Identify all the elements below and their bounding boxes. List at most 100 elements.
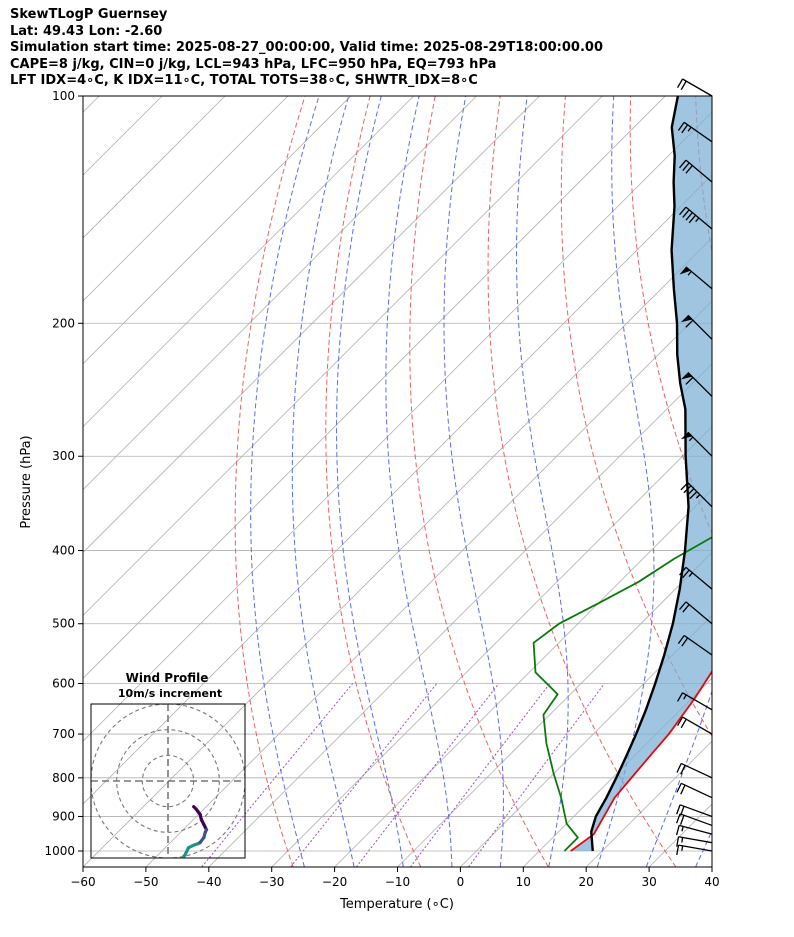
wind-barb — [676, 762, 713, 779]
isotherm-line — [83, 96, 352, 365]
wind-barb-half — [687, 126, 692, 132]
isotherm-line — [271, 426, 712, 867]
mixing-ratio-line — [201, 683, 354, 867]
x-tick-label: 30 — [641, 875, 656, 889]
axes-layer: −60 −50 −40 −30 −20 −10 0 10 20 30 40 1000 900 800 700… — [44, 89, 719, 889]
hodograph-frame — [90, 703, 246, 859]
y-tick-label: 400 — [52, 544, 75, 558]
isotherm-line — [83, 111, 712, 742]
hodograph-clip — [91, 704, 245, 876]
wind-barb-full — [675, 825, 680, 836]
wind-barb-full — [680, 784, 686, 795]
wind-barb — [680, 371, 713, 397]
moist-adiabat-line — [443, 96, 504, 867]
wind-barb-staff — [678, 836, 713, 844]
wind-barb-staff — [678, 824, 713, 835]
wind-barb-staff — [687, 371, 713, 397]
isotherm-line — [83, 174, 712, 805]
wind-barb — [676, 804, 713, 818]
wind-barb-half — [695, 217, 700, 223]
isotherm-line — [711, 866, 712, 867]
wind-barb-full — [681, 637, 689, 647]
dry-adiabat-line — [325, 96, 422, 867]
moist-adiabat-line — [385, 96, 453, 867]
wind-barb — [679, 206, 713, 230]
hodograph-trace-segment — [168, 873, 171, 876]
wind-barb-staff — [682, 716, 713, 735]
wind-barb-full — [682, 604, 690, 613]
hodograph-plot — [91, 704, 245, 876]
wind-barb-full — [685, 165, 693, 174]
x-tick-label: −30 — [259, 875, 284, 889]
moist-adiabat-line — [291, 96, 355, 867]
y-tick-label: 300 — [52, 449, 75, 463]
wind-barb — [676, 844, 713, 856]
wind-barb-full — [679, 566, 687, 576]
wind-barb-half — [681, 845, 684, 851]
wind-barb-half — [695, 494, 701, 499]
y-tick-label: 700 — [52, 727, 75, 741]
x-tick-label: −50 — [133, 875, 158, 889]
wind-barb — [679, 266, 713, 290]
wind-barb-full — [676, 692, 684, 702]
wind-barb-half — [681, 826, 684, 832]
wind-barb-full — [677, 121, 685, 131]
cape-fill-area — [570, 96, 712, 852]
wind-barb-full — [676, 783, 682, 793]
plot-frame — [82, 95, 713, 868]
wind-barb-full — [681, 124, 689, 134]
wind-barb-staff — [680, 782, 713, 799]
wind-barb-full — [677, 635, 685, 645]
isotherm-line — [83, 96, 477, 491]
moist-adiabat-line — [336, 96, 404, 867]
wind-barb-full — [676, 804, 681, 815]
hodograph-trace-segment — [180, 861, 181, 864]
wind-barb-full — [685, 319, 694, 328]
wind-barb — [677, 121, 713, 143]
wind-barb-full — [682, 162, 690, 171]
wind-barb — [675, 824, 713, 836]
wind-barb-full — [683, 485, 692, 494]
hodograph-title: Wind Profile — [126, 671, 209, 685]
isotherm-line — [83, 96, 226, 239]
wind-barb-staff — [685, 601, 713, 625]
x-tick-label: 20 — [579, 875, 594, 889]
wind-barb-full — [676, 813, 681, 824]
wind-barb-half — [688, 572, 693, 577]
wind-barb — [676, 692, 713, 711]
wind-barb-flag — [680, 315, 693, 323]
wind-barb-full — [679, 601, 687, 610]
wind-barb — [679, 601, 713, 625]
wind-barb-full — [682, 209, 690, 218]
wind-barb-full — [676, 844, 680, 856]
plot-grid — [83, 96, 794, 867]
dewpoint-profile-line — [532, 536, 712, 852]
moist-adiabat-line — [596, 96, 655, 867]
moist-adiabat-line — [250, 96, 320, 867]
wind-barb-full — [680, 482, 689, 491]
wind-barb — [676, 813, 713, 827]
wind-barb — [676, 782, 713, 799]
isotherm-line — [523, 677, 712, 867]
wind-barb-staff — [683, 121, 713, 143]
isotherm-line — [208, 363, 712, 867]
isotherm-line — [775, 96, 794, 867]
wind-barb-full — [676, 78, 684, 88]
wind-barb-staff — [685, 566, 713, 590]
wind-barb-staff — [679, 804, 713, 818]
wind-barb-full — [689, 491, 698, 500]
chart-header: SkewTLogP Guernsey Lat: 49.43 Lon: -2.60… — [10, 7, 603, 90]
wind-barb-full — [679, 815, 685, 825]
title-line-time: Simulation start time: 2025-08-27_00:00:… — [10, 40, 603, 55]
x-tick-label: −20 — [322, 875, 347, 889]
wind-barb-full — [680, 718, 687, 729]
wind-barb-full — [676, 836, 680, 847]
wind-barb-staff — [683, 634, 713, 656]
x-tick-label: −10 — [385, 875, 410, 889]
dry-adiabat-line — [487, 96, 677, 867]
isotherm-line — [83, 96, 603, 616]
isotherm-line — [334, 489, 712, 867]
wind-barb-full — [679, 206, 687, 216]
parcel-profile-line — [590, 96, 690, 852]
x-axis-label: Temperature (∘C) — [339, 897, 454, 912]
